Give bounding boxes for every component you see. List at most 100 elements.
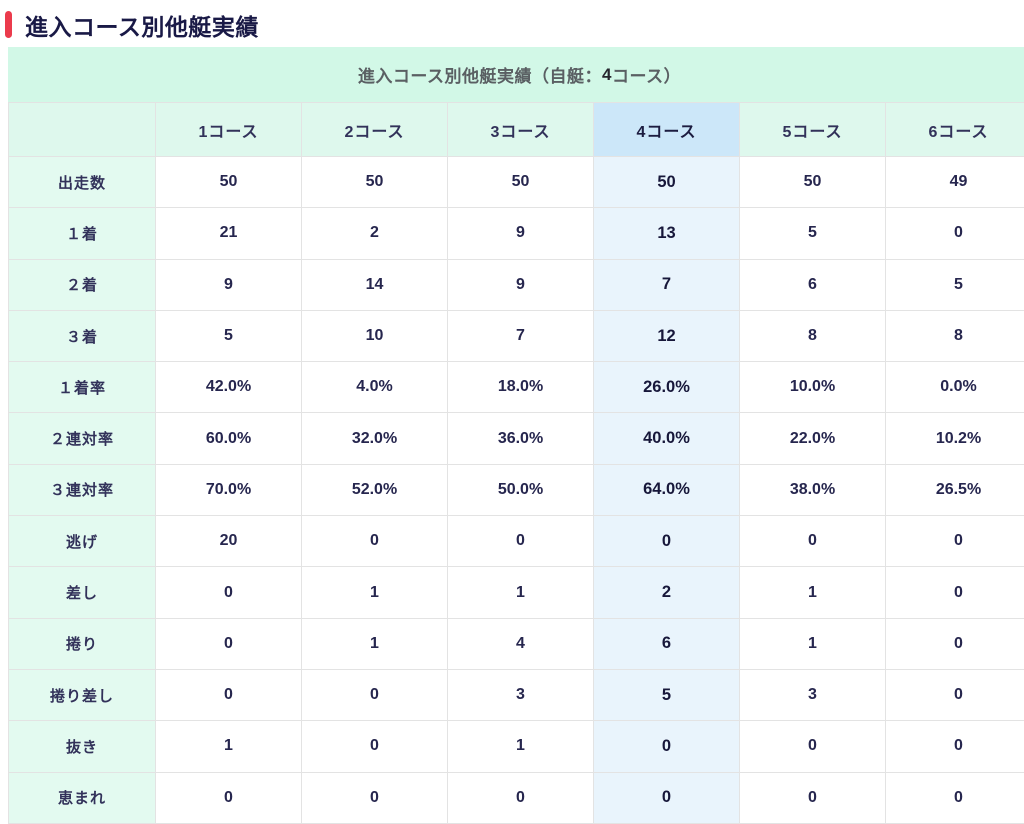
stat-cell: 0 xyxy=(155,668,302,722)
stat-cell: 3 xyxy=(739,668,886,722)
stat-cell: 60.0% xyxy=(155,412,302,465)
stat-cell: 26.5% xyxy=(885,463,1024,517)
stat-cell: 1 xyxy=(447,720,594,773)
stat-cell: 2 xyxy=(593,566,740,619)
stat-cell: 9 xyxy=(155,258,302,311)
caption-suffix: コース） xyxy=(611,67,682,86)
column-header-row: 1コース 2コース 3コース 4コース 5コース 6コース xyxy=(8,102,1024,157)
column-header-course-5: 5コース xyxy=(739,102,886,157)
stat-cell: 1 xyxy=(739,566,886,619)
stat-cell: 5 xyxy=(155,309,302,363)
stat-cell: 10 xyxy=(301,309,448,363)
row-label: ３連対率 xyxy=(8,463,156,517)
stat-cell: 7 xyxy=(447,309,594,363)
stat-cell: 0 xyxy=(885,617,1024,670)
table-row: 差し 0 1 1 2 1 0 xyxy=(8,566,1024,619)
stat-cell: 0 xyxy=(155,771,302,824)
stat-cell: 26.0% xyxy=(593,361,740,414)
stats-table-body: 出走数 50 50 50 50 50 49 １着 21 2 9 13 5 0 ２着 9 14 9 7 6 5 ３着 5 10 7… xyxy=(8,155,1024,824)
stat-cell: 38.0% xyxy=(739,463,886,517)
table-row: １着率 42.0% 4.0% 18.0% 26.0% 10.0% 0.0% xyxy=(8,361,1024,414)
row-label: 抜き xyxy=(8,720,156,773)
stat-cell: 1 xyxy=(739,617,886,670)
row-label: 捲り差し xyxy=(8,668,156,722)
column-header-course-2: 2コース xyxy=(301,102,448,157)
stat-cell: 5 xyxy=(885,258,1024,311)
stat-cell: 4.0% xyxy=(301,361,448,414)
stat-cell: 0 xyxy=(885,207,1024,260)
table-row: 抜き 1 0 1 0 0 0 xyxy=(8,720,1024,773)
stat-cell: 0 xyxy=(447,515,594,568)
caption-own-course-number: 4 xyxy=(602,64,612,84)
stat-cell: 0.0% xyxy=(885,361,1024,414)
results-table-container: 進入コース別他艇実績（自艇： 4 コース） 1コース 2コース 3コース 4コース 5コース… xyxy=(8,47,1024,824)
column-header-course-1: 1コース xyxy=(155,102,302,157)
table-row: １着 21 2 9 13 5 0 xyxy=(8,207,1024,260)
stat-cell: 70.0% xyxy=(155,463,302,517)
course-results-table: 1コース 2コース 3コース 4コース 5コース 6コース 出走数 50 50 50 50 50 49… xyxy=(8,102,1024,824)
caption-prefix: 進入コース別他艇実績（自艇： xyxy=(357,67,603,86)
table-caption: 進入コース別他艇実績（自艇： 4 コース） xyxy=(8,47,1024,102)
stat-cell: 0 xyxy=(301,515,448,568)
row-label: 捲り xyxy=(8,617,156,670)
column-header-course-6: 6コース xyxy=(885,102,1024,157)
row-label: 逃げ xyxy=(8,515,156,568)
stat-cell: 0 xyxy=(885,668,1024,722)
stat-cell: 12 xyxy=(593,309,740,363)
table-row: ３連対率 70.0% 52.0% 50.0% 64.0% 38.0% 26.5% xyxy=(8,463,1024,517)
page-header: 進入コース別他艇実績 xyxy=(0,0,1024,40)
stat-cell: 5 xyxy=(593,668,740,722)
stat-cell: 42.0% xyxy=(155,361,302,414)
stat-cell: 3 xyxy=(447,668,594,722)
stat-cell: 50 xyxy=(593,155,740,209)
stat-cell: 8 xyxy=(885,309,1024,363)
table-row: 逃げ 20 0 0 0 0 0 xyxy=(8,515,1024,568)
row-label: ２連対率 xyxy=(8,412,156,465)
corner-cell xyxy=(8,102,156,157)
stat-cell: 9 xyxy=(447,258,594,311)
stat-cell: 52.0% xyxy=(301,463,448,517)
table-row: 恵まれ 0 0 0 0 0 0 xyxy=(8,771,1024,824)
stat-cell: 7 xyxy=(593,258,740,311)
stat-cell: 50 xyxy=(301,155,448,209)
stat-cell: 0 xyxy=(885,515,1024,568)
stat-cell: 0 xyxy=(739,515,886,568)
row-label: 差し xyxy=(8,566,156,619)
stat-cell: 0 xyxy=(885,771,1024,824)
stat-cell: 21 xyxy=(155,207,302,260)
stat-cell: 50 xyxy=(739,155,886,209)
stat-cell: 0 xyxy=(593,720,740,773)
row-label: 出走数 xyxy=(8,155,156,209)
table-row: 捲り 0 1 4 6 1 0 xyxy=(8,617,1024,670)
stat-cell: 8 xyxy=(739,309,886,363)
stat-cell: 40.0% xyxy=(593,412,740,465)
stat-cell: 1 xyxy=(447,566,594,619)
stat-cell: 10.2% xyxy=(885,412,1024,465)
stat-cell: 6 xyxy=(739,258,886,311)
stat-cell: 13 xyxy=(593,207,740,260)
stat-cell: 22.0% xyxy=(739,412,886,465)
stat-cell: 0 xyxy=(301,771,448,824)
stat-cell: 14 xyxy=(301,258,448,311)
stat-cell: 0 xyxy=(155,566,302,619)
red-accent-bar-icon xyxy=(5,11,12,38)
stat-cell: 0 xyxy=(155,617,302,670)
stat-cell: 49 xyxy=(885,155,1024,209)
stat-cell: 18.0% xyxy=(447,361,594,414)
stat-cell: 0 xyxy=(885,566,1024,619)
page-title: 進入コース別他艇実績 xyxy=(25,13,259,40)
stat-cell: 1 xyxy=(301,617,448,670)
stat-cell: 1 xyxy=(155,720,302,773)
column-header-course-4: 4コース xyxy=(593,102,740,157)
table-row: 出走数 50 50 50 50 50 49 xyxy=(8,155,1024,209)
column-header-course-3: 3コース xyxy=(447,102,594,157)
table-row: ２連対率 60.0% 32.0% 36.0% 40.0% 22.0% 10.2% xyxy=(8,412,1024,465)
stat-cell: 0 xyxy=(301,668,448,722)
row-label: ３着 xyxy=(8,309,156,363)
table-row: 捲り差し 0 0 3 5 3 0 xyxy=(8,668,1024,722)
stat-cell: 5 xyxy=(739,207,886,260)
stat-cell: 0 xyxy=(593,515,740,568)
stat-cell: 9 xyxy=(447,207,594,260)
stat-cell: 0 xyxy=(739,771,886,824)
stat-cell: 0 xyxy=(885,720,1024,773)
